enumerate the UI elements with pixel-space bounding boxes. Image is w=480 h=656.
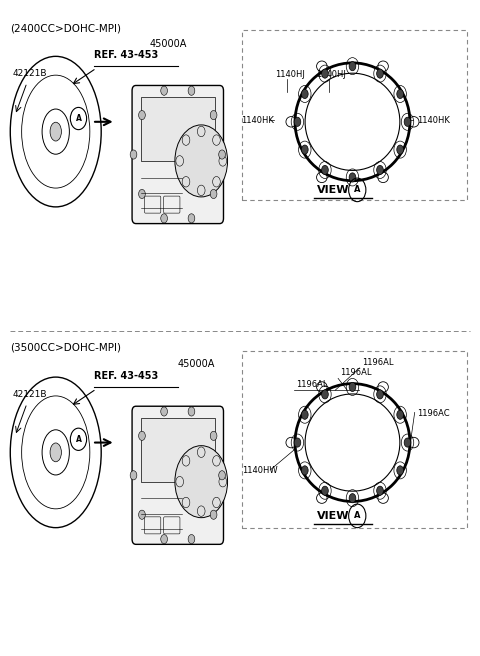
Circle shape [210, 110, 217, 119]
Bar [242, 30, 468, 200]
FancyBboxPatch shape [141, 97, 215, 161]
Circle shape [197, 447, 205, 457]
Circle shape [176, 155, 183, 166]
Circle shape [294, 438, 301, 447]
Circle shape [139, 110, 145, 119]
Circle shape [176, 476, 183, 487]
Circle shape [197, 126, 205, 136]
Circle shape [197, 185, 205, 195]
Text: 1196AL: 1196AL [296, 380, 327, 389]
Bar [242, 351, 468, 527]
Circle shape [301, 466, 308, 475]
Text: A: A [75, 435, 82, 443]
Text: 1140HJ: 1140HJ [276, 70, 305, 79]
Circle shape [213, 456, 220, 466]
Circle shape [210, 431, 217, 440]
Circle shape [182, 456, 190, 466]
Text: 45000A: 45000A [178, 359, 215, 369]
Text: A: A [354, 512, 360, 520]
Circle shape [130, 471, 137, 480]
Circle shape [213, 497, 220, 508]
Text: 1140HK: 1140HK [241, 116, 274, 125]
Circle shape [349, 173, 356, 182]
Text: (3500CC>DOHC-MPI): (3500CC>DOHC-MPI) [10, 342, 121, 352]
Circle shape [182, 176, 190, 187]
Circle shape [139, 431, 145, 440]
Text: REF. 43-453: REF. 43-453 [94, 51, 158, 60]
Circle shape [188, 86, 195, 95]
Text: 1196AC: 1196AC [417, 409, 450, 418]
Text: 45000A: 45000A [149, 39, 186, 49]
Text: (2400CC>DOHC-MPI): (2400CC>DOHC-MPI) [10, 24, 121, 33]
Circle shape [188, 535, 195, 544]
Text: 1196AL: 1196AL [362, 358, 394, 367]
Circle shape [210, 510, 217, 520]
Text: VIEW: VIEW [317, 185, 349, 195]
Circle shape [397, 145, 404, 154]
Circle shape [349, 62, 356, 71]
Circle shape [161, 407, 168, 416]
Circle shape [175, 445, 228, 518]
Circle shape [322, 486, 328, 495]
Circle shape [188, 214, 195, 223]
Circle shape [397, 89, 404, 98]
Circle shape [182, 497, 190, 508]
Circle shape [322, 390, 328, 399]
Text: A: A [75, 114, 82, 123]
Circle shape [219, 476, 227, 487]
Text: 42121B: 42121B [12, 69, 47, 78]
Circle shape [213, 135, 220, 146]
Text: 1140HW: 1140HW [242, 466, 278, 476]
Circle shape [349, 493, 356, 502]
Circle shape [294, 117, 301, 127]
Circle shape [377, 486, 384, 495]
Circle shape [301, 89, 308, 98]
FancyBboxPatch shape [141, 418, 215, 482]
Circle shape [404, 438, 411, 447]
Circle shape [213, 176, 220, 187]
FancyBboxPatch shape [132, 85, 224, 224]
Circle shape [161, 86, 168, 95]
Circle shape [139, 510, 145, 520]
Circle shape [322, 165, 328, 174]
Circle shape [219, 150, 226, 159]
Circle shape [188, 407, 195, 416]
Circle shape [301, 145, 308, 154]
Circle shape [139, 190, 145, 199]
Circle shape [161, 535, 168, 544]
Circle shape [397, 466, 404, 475]
Circle shape [130, 150, 137, 159]
FancyBboxPatch shape [132, 406, 224, 544]
Circle shape [219, 471, 226, 480]
Circle shape [349, 382, 356, 392]
Text: 1196AL: 1196AL [340, 368, 372, 377]
Circle shape [404, 117, 411, 127]
Circle shape [219, 155, 227, 166]
Circle shape [197, 506, 205, 516]
Circle shape [161, 214, 168, 223]
Circle shape [322, 69, 328, 78]
Circle shape [182, 135, 190, 146]
Text: REF. 43-453: REF. 43-453 [94, 371, 158, 381]
Text: A: A [354, 186, 360, 194]
Circle shape [377, 69, 384, 78]
Text: VIEW: VIEW [317, 511, 349, 521]
Circle shape [301, 410, 308, 419]
Circle shape [175, 125, 228, 197]
Circle shape [210, 190, 217, 199]
Text: 42121B: 42121B [12, 390, 47, 399]
Circle shape [377, 390, 384, 399]
Circle shape [397, 410, 404, 419]
Text: 1140HJ: 1140HJ [317, 70, 347, 79]
Circle shape [377, 165, 384, 174]
Text: 1140HK: 1140HK [417, 116, 450, 125]
Ellipse shape [50, 122, 61, 141]
Ellipse shape [50, 443, 61, 462]
